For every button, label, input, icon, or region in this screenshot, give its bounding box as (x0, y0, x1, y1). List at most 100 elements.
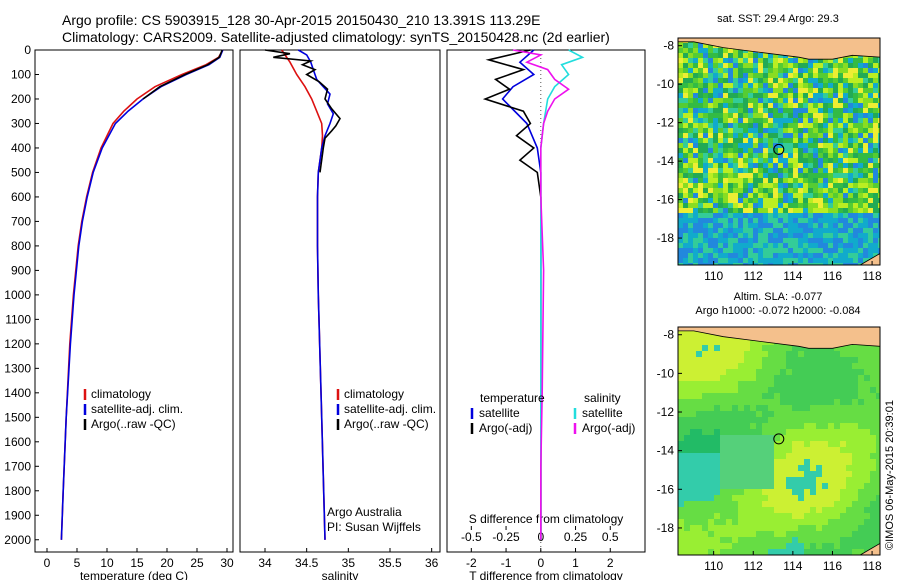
map-cell (840, 501, 846, 507)
map-cell (774, 495, 780, 501)
map-cell (763, 53, 768, 58)
map-cell (738, 158, 743, 163)
map-cell (793, 68, 798, 73)
map-cell (878, 218, 880, 223)
map-cell (713, 88, 718, 93)
map-cell (696, 483, 702, 489)
map-cell (683, 108, 688, 113)
map-cell (818, 73, 823, 78)
map-cell (758, 188, 763, 193)
map-cell (798, 258, 803, 263)
map-cell (748, 173, 753, 178)
map-cell (852, 471, 858, 477)
map-cell (738, 381, 744, 387)
map-cell (870, 465, 876, 471)
map-cell (696, 489, 702, 495)
map-cell (703, 173, 708, 178)
map-cell (744, 375, 750, 381)
map-cell (708, 153, 713, 158)
map-cell (698, 193, 703, 198)
map-cell (804, 477, 810, 483)
map-cell (778, 183, 783, 188)
map-cell (813, 258, 818, 263)
map-cell (708, 58, 713, 63)
map-cell (690, 333, 696, 339)
map-cell (853, 73, 858, 78)
map-cell (808, 123, 813, 128)
map-cell (763, 248, 768, 253)
map-cell (698, 243, 703, 248)
map-cell (753, 188, 758, 193)
map-cell (798, 441, 804, 447)
map-1-group (677, 326, 881, 556)
map-cell (756, 375, 762, 381)
map-cell (698, 103, 703, 108)
map-cell (774, 423, 780, 429)
map-cell (718, 258, 723, 263)
map-cell (773, 158, 778, 163)
salinity-axis-label: salinity (322, 569, 359, 580)
map-cell (768, 213, 773, 218)
map-cell (838, 163, 843, 168)
map-cell (763, 173, 768, 178)
map-cell (813, 183, 818, 188)
map-cell (864, 375, 870, 381)
map-cell (688, 163, 693, 168)
sdiff-argo-line (512, 49, 570, 540)
map-cell (763, 148, 768, 153)
map-cell (738, 148, 743, 153)
map-lat-label: -14 (657, 444, 675, 458)
map-cell (744, 381, 750, 387)
map-cell (788, 88, 793, 93)
map-cell (678, 495, 684, 501)
map-cell (768, 168, 773, 173)
map-cell (852, 345, 858, 351)
map-cell (768, 351, 774, 357)
map-cell (816, 429, 822, 435)
map-cell (843, 138, 848, 143)
map-cell (852, 501, 858, 507)
map-cell (762, 405, 768, 411)
map-cell (750, 537, 756, 543)
map-cell (833, 203, 838, 208)
map-cell (828, 158, 833, 163)
map-cell (858, 238, 863, 243)
map-cell (732, 369, 738, 375)
map-cell (793, 148, 798, 153)
map-cell (848, 173, 853, 178)
map-cell (858, 188, 863, 193)
map-cell (798, 471, 804, 477)
map-cell (810, 477, 816, 483)
map-cell (828, 148, 833, 153)
map-cell (763, 143, 768, 148)
map-cell (688, 128, 693, 133)
map-cell (858, 108, 863, 113)
map-cell (714, 441, 720, 447)
map-cell (758, 128, 763, 133)
map-cell (788, 68, 793, 73)
map-cell (833, 258, 838, 263)
map-cell (783, 233, 788, 238)
map-cell (803, 203, 808, 208)
map-cell (718, 193, 723, 198)
map-cell (684, 429, 690, 435)
map-cell (743, 238, 748, 243)
map-cell (813, 143, 818, 148)
map-cell (846, 471, 852, 477)
map-cell (803, 218, 808, 223)
map-cell (768, 357, 774, 363)
map-cell (738, 243, 743, 248)
map-cell (678, 83, 683, 88)
map-cell (822, 441, 828, 447)
map-cell (720, 363, 726, 369)
map-cell (803, 188, 808, 193)
map-cell (843, 163, 848, 168)
map-cell (748, 163, 753, 168)
map-cell (798, 435, 804, 441)
map-cell (848, 148, 853, 153)
map-cell (773, 248, 778, 253)
map-cell (726, 477, 732, 483)
map-cell (846, 525, 852, 531)
map-cell (696, 333, 702, 339)
map-cell (870, 471, 876, 477)
